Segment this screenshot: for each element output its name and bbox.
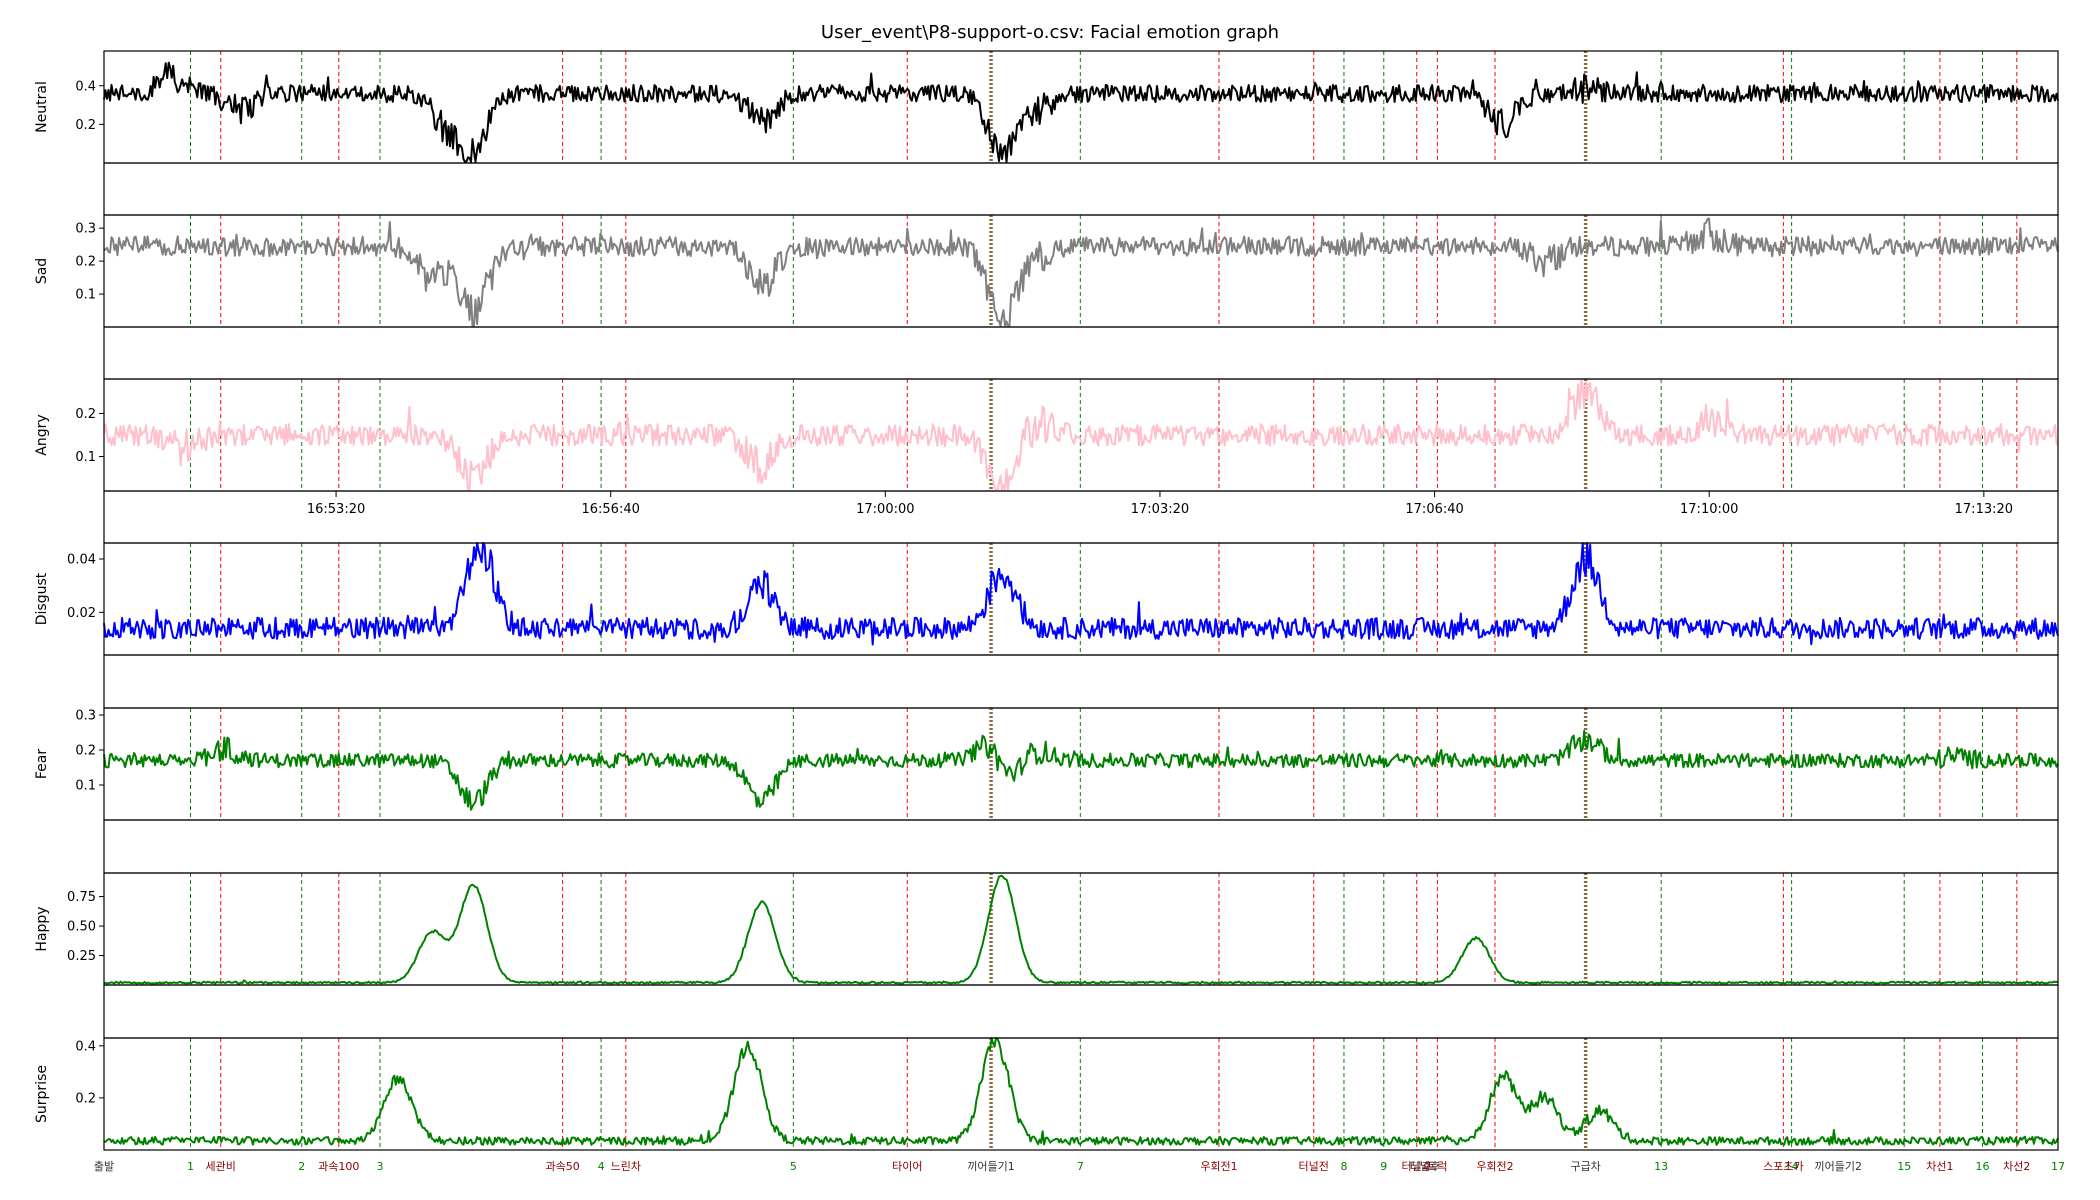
green-events-label: 2 [298, 1160, 305, 1173]
y-tick-label: 0.04 [67, 553, 96, 568]
time-tick-label: 16:53:20 [307, 502, 365, 517]
y-axis-label: Angry [34, 414, 50, 455]
extra-labels-label: 터널후 [1410, 1160, 1440, 1173]
y-tick-label: 0.50 [67, 920, 96, 935]
green-events-label: 7 [1077, 1160, 1084, 1173]
y-tick-label: 0.1 [75, 288, 96, 303]
y-tick-label: 0.02 [67, 606, 96, 621]
green-events-label: 3 [377, 1160, 384, 1173]
panel-frame [103, 872, 2059, 986]
panels-layer: 16:53:20 16:56:40 17:00:00 17:03:20 17:06:40… [34, 50, 2059, 1151]
green-events-label: 17 [2051, 1160, 2065, 1173]
time-axis-frame [103, 490, 2059, 544]
y-tick-label: 0.1 [75, 779, 96, 794]
extra-labels-label: 출발 [94, 1160, 114, 1173]
time-tick-label: 17:10:00 [1680, 502, 1738, 517]
panel-fear: 0.1 0.2 0.3 Fear [34, 707, 2059, 821]
y-tick-label: 0.2 [75, 255, 96, 270]
spacer-frame-2 [103, 654, 2059, 709]
panel-frame [103, 1037, 2059, 1151]
series-line-angry [103, 378, 2059, 491]
red-events-label: 트럭 [1427, 1160, 1447, 1173]
series-line-neutral [103, 61, 2059, 163]
panel-frame [103, 707, 2059, 821]
series-line-disgust [103, 542, 2059, 646]
panel-frame [103, 378, 2059, 492]
extra-labels-label: 끼어들기2 [1815, 1160, 1862, 1173]
y-tick-label: 0.4 [75, 79, 96, 94]
time-tick-label: 17:06:40 [1405, 502, 1463, 517]
green-events-label: 13 [1654, 1160, 1668, 1173]
red-events-label: 스포츠카 [1763, 1160, 1803, 1173]
red-events-label: 우회전1 [1200, 1160, 1237, 1173]
red-events-label: 과속100 [318, 1160, 359, 1173]
y-axis-label: Surprise [34, 1065, 50, 1123]
y-axis-label: Sad [34, 258, 50, 284]
y-tick-label: 0.25 [67, 949, 96, 964]
time-tick-label: 16:56:40 [581, 502, 639, 517]
y-tick-label: 0.4 [75, 1039, 96, 1054]
panel-happy: 0.25 0.50 0.75 Happy [34, 872, 2059, 986]
series-line-sad [103, 217, 2059, 327]
green-events-label: 4 [598, 1160, 605, 1173]
red-events-label: 차선2 [2003, 1160, 2030, 1173]
red-events-label: 과속50 [546, 1160, 580, 1173]
y-axis-label: Disgust [34, 572, 50, 625]
y-tick-label: 0.2 [75, 407, 96, 422]
green-events-label: 1 [187, 1160, 194, 1173]
time-tick-label: 17:03:20 [1131, 502, 1189, 517]
panel-neutral: 0.2 0.4 Neutral [34, 50, 2059, 164]
panel-sad: 0.1 0.2 0.3 Sad [34, 214, 2059, 328]
y-axis-label: Happy [34, 906, 50, 951]
spacer-frame-1 [103, 326, 2059, 380]
brown-events-label: 구급차 [1570, 1160, 1600, 1173]
green-events-label: 5 [790, 1160, 797, 1173]
green-events-label: 15 [1897, 1160, 1911, 1173]
red-events-label: 타이어 [892, 1160, 922, 1173]
y-tick-label: 0.2 [75, 744, 96, 759]
y-tick-label: 0.2 [75, 118, 96, 133]
panel-frame [103, 214, 2059, 328]
green-events-label: 9 [1380, 1160, 1387, 1173]
red-events-label: 차선1 [1926, 1160, 1953, 1173]
time-tick-label: 17:00:00 [856, 502, 914, 517]
panel-disgust: 0.02 0.04 Disgust [34, 542, 2059, 656]
y-tick-label: 0.1 [75, 450, 96, 465]
red-events-label: 세관비 [206, 1160, 236, 1173]
panel-frame [103, 50, 2059, 164]
series-line-surprise [103, 1037, 2059, 1146]
green-events-label: 8 [1340, 1160, 1347, 1173]
event-labels-layer: 1 2 3 4 5 7 8 9 13 14 15 16 17 세관비 과속100 과속50 느린차 타이어 우회전1… [94, 1160, 2065, 1173]
spacer-frame-3 [103, 819, 2059, 874]
red-events-label: 터널후 [1402, 1160, 1432, 1173]
spacer-frame-0 [103, 162, 2059, 216]
series-line-happy [103, 874, 2059, 985]
red-events-label: 느린차 [611, 1160, 641, 1173]
series-line-fear [103, 729, 2059, 811]
y-tick-label: 0.2 [75, 1091, 96, 1106]
panel-surprise: 0.2 0.4 Surprise [34, 1037, 2059, 1151]
red-events-label: 터널전 [1299, 1160, 1329, 1173]
green-events-label: 14 [1785, 1160, 1799, 1173]
spacer-frame-4 [103, 984, 2059, 1039]
brown-events-label: 끼어들기1 [967, 1160, 1014, 1173]
panel-angry: 0.1 0.2 Angry [34, 378, 2059, 492]
time-tick-label: 17:13:20 [1955, 502, 2013, 517]
red-events-label: 우회전2 [1476, 1160, 1513, 1173]
y-tick-label: 0.75 [67, 890, 96, 905]
y-tick-label: 0.3 [75, 709, 96, 724]
green-events-label: 16 [1975, 1160, 1989, 1173]
y-tick-label: 0.3 [75, 222, 96, 237]
y-axis-label: Fear [34, 749, 50, 779]
chart-title: User_event\P8-support-o.csv: Facial emot… [820, 22, 1280, 43]
y-axis-label: Neutral [34, 81, 50, 133]
panel-frame [103, 542, 2059, 656]
